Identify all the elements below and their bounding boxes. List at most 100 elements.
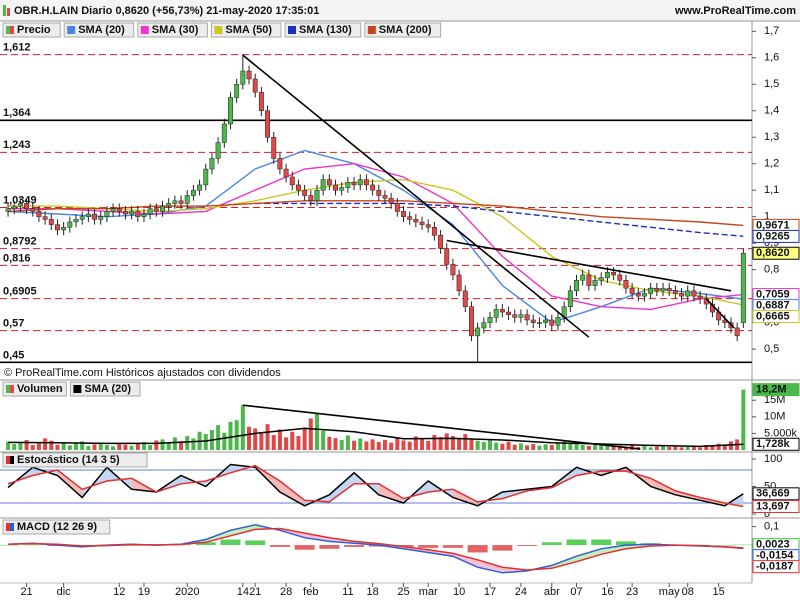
candle-body [549, 319, 555, 326]
x-tick-label: feb [303, 586, 318, 598]
volume-bar [352, 440, 357, 450]
candle-body [666, 287, 672, 292]
volume-bar [358, 438, 363, 450]
volume-bar [525, 445, 530, 450]
value-tag-label: 0,7059 [756, 288, 790, 300]
volume-bar [117, 443, 122, 450]
candle-body [67, 221, 73, 228]
volume-bar [642, 446, 647, 450]
volume-bar [432, 435, 437, 450]
legend-label: Precio [17, 24, 51, 36]
indicator-line [7, 463, 744, 507]
candle-body [333, 184, 338, 191]
indicator-line [7, 527, 744, 571]
level-label: 0,57 [3, 317, 24, 329]
volume-bar [438, 437, 443, 450]
candle-body [425, 224, 431, 228]
candle-body [147, 208, 153, 215]
y-tick-label: 100 [764, 453, 782, 465]
volume-bar [203, 434, 208, 450]
volume-bar [30, 445, 35, 450]
level-label: 0,816 [3, 252, 31, 264]
volume-bar [661, 445, 666, 450]
candle-body [197, 184, 203, 191]
volume-bar [321, 430, 326, 450]
header-source[interactable]: www.ProRealTime.com [674, 5, 796, 17]
volume-bar [549, 445, 554, 450]
y-tick-label: 10M [764, 411, 785, 423]
y-tick-label: 0,5 [764, 343, 779, 355]
legend-box [364, 22, 442, 38]
candle-body [407, 216, 413, 220]
candle-body [487, 317, 493, 323]
volume-bar [191, 438, 196, 450]
histogram-bar [714, 545, 735, 546]
volume-bar [74, 443, 79, 450]
candle-body [141, 213, 147, 217]
histogram-bar [220, 539, 241, 546]
volume-bar [580, 445, 585, 450]
candle-body [469, 306, 474, 337]
volume-bar [605, 445, 610, 450]
volume-bar [370, 439, 375, 450]
candle-body [401, 211, 406, 217]
volume-bar [500, 443, 505, 450]
value-tag-label: 0,6887 [756, 299, 790, 311]
volume-bar [450, 436, 455, 450]
legend-swatch [6, 26, 10, 34]
candle-body [339, 187, 345, 191]
value-tag [752, 383, 800, 397]
band-fill [477, 559, 503, 573]
volume-bar [104, 445, 109, 450]
candle-body [512, 314, 518, 318]
volume-bar [728, 441, 733, 450]
x-tick-label: 21 [20, 586, 32, 598]
volume-bar [240, 405, 245, 450]
value-tag [752, 499, 800, 513]
candle-body [672, 290, 678, 294]
header-icon [7, 8, 10, 16]
value-tag-label: 18,2M [756, 384, 787, 396]
legend-label: SMA (20) [78, 24, 125, 36]
trend-line [242, 404, 641, 450]
legend-label: SMA (50) [225, 24, 272, 36]
volume-bar [741, 389, 746, 450]
band-fill [576, 548, 602, 562]
value-tag [752, 246, 800, 260]
candle-body [617, 274, 623, 281]
candle-body [574, 280, 579, 292]
y-tick-label: 0,8 [764, 264, 779, 276]
volume-bar [111, 446, 116, 450]
volume-bar [172, 437, 177, 450]
x-tick-label: 2020 [175, 586, 199, 598]
candle-body [92, 213, 97, 220]
volume-bar [698, 447, 703, 450]
x-tick-label: abr [544, 586, 560, 598]
volume-bar [716, 443, 721, 450]
candle-body [660, 287, 666, 292]
volume-bar [284, 437, 289, 450]
volume-bar [271, 435, 276, 450]
volume-bar [148, 445, 153, 450]
volume-bar [376, 442, 381, 450]
band-fill [601, 545, 626, 555]
y-tick-label: 5.000k [764, 427, 798, 439]
volume-bar [543, 444, 548, 450]
candle-body [215, 142, 221, 159]
legend-swatch [6, 385, 10, 393]
volume-bar [494, 442, 499, 450]
histogram-bar [566, 539, 587, 546]
candle-body [160, 205, 165, 212]
value-tag-label: 0,0023 [756, 539, 790, 551]
candle-body [376, 189, 382, 196]
candle-body [24, 203, 30, 209]
volume-bar [667, 447, 672, 450]
level-label: 1,612 [3, 42, 31, 54]
legend-box [2, 519, 111, 535]
histogram-bar [344, 545, 365, 547]
candle-body [456, 274, 462, 292]
volume-bar [98, 442, 103, 450]
x-tick-label: 21 [249, 586, 261, 598]
volume-bar [92, 444, 97, 450]
